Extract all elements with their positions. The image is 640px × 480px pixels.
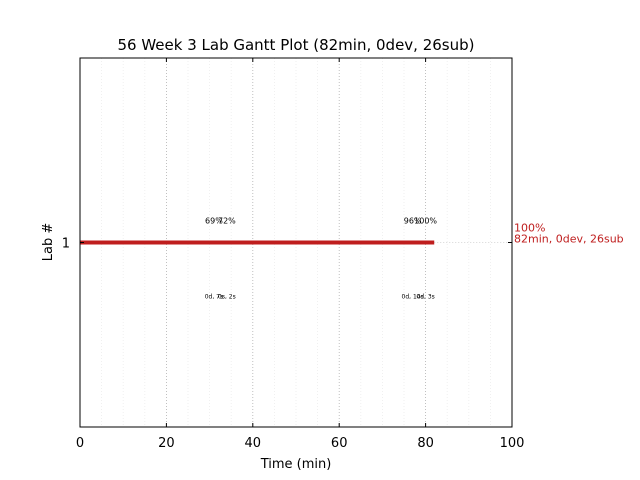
percent-annotation: 100% <box>414 217 437 226</box>
x-tick-label: 20 <box>158 436 175 451</box>
end-label: 100%82min, 0dev, 26sub <box>514 222 624 246</box>
percent-annotation: 72% <box>218 217 236 226</box>
end-percent-label: 100% <box>514 222 545 235</box>
ticks: 0 20 40 60 80 100 1 <box>62 58 525 451</box>
x-tick-label: 60 <box>331 436 348 451</box>
y-axis-label: Lab # <box>41 223 56 262</box>
x-tick-label: 0 <box>76 436 84 451</box>
x-tick-label: 80 <box>417 436 434 451</box>
duration-annotation: 0s, 2s <box>218 294 236 301</box>
percent-annotation: 96% <box>404 217 422 226</box>
duration-annotation: 0d, 7s <box>205 294 223 301</box>
chart-title: 56 Week 3 Lab Gantt Plot (82min, 0dev, 2… <box>117 36 474 54</box>
end-summary-label: 82min, 0dev, 26sub <box>514 233 624 246</box>
y-tick-label: 1 <box>62 237 70 252</box>
percent-annotation: 69% <box>205 217 223 226</box>
duration-annotation: 0d, 14s <box>402 294 424 301</box>
x-axis-label: Time (min) <box>260 457 332 472</box>
x-tick-label: 40 <box>245 436 262 451</box>
x-tick-label: 100 <box>500 436 525 451</box>
duration-annotation: 0d, 3s <box>416 294 434 301</box>
